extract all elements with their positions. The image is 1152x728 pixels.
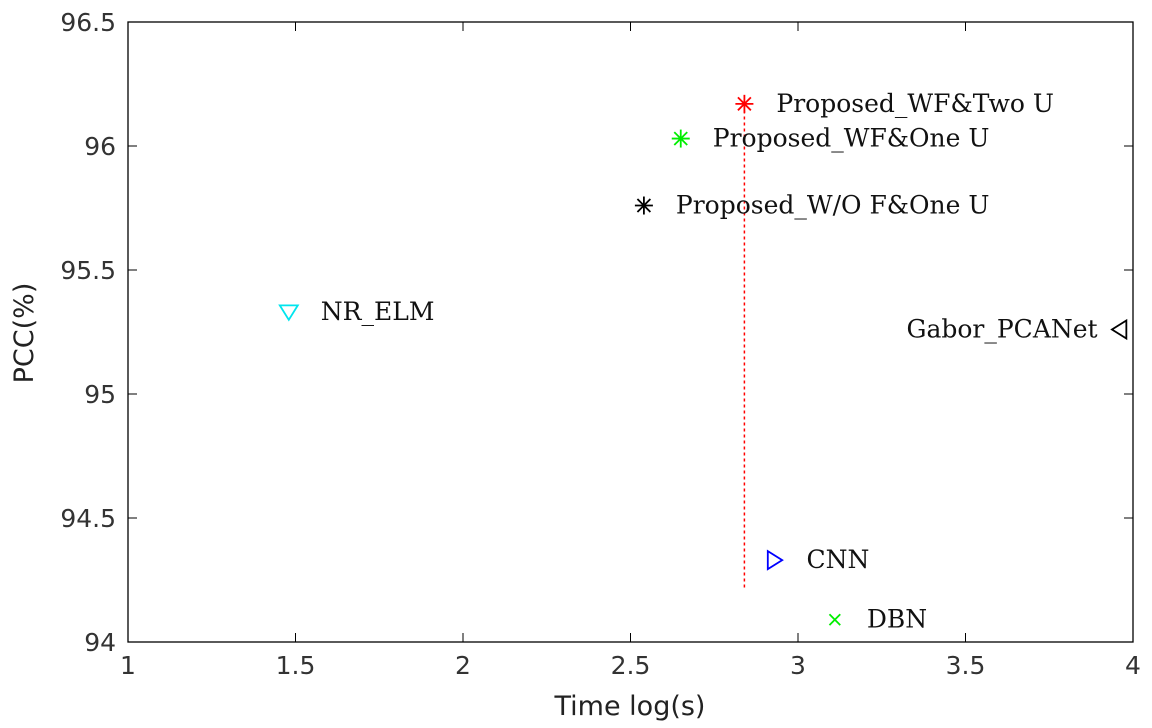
point-proposed-wf-one-u-stroke — [673, 131, 688, 146]
x-tick-label: 3 — [790, 651, 806, 680]
x-tick-label: 1.5 — [276, 651, 316, 680]
point-proposed-wf-one-u — [671, 129, 690, 148]
point-proposed-wf-two-u — [735, 94, 754, 113]
x-tick-label: 2 — [455, 651, 471, 680]
x-tick-label: 1 — [120, 651, 136, 680]
y-axis-title: PCC(%) — [9, 283, 40, 384]
point-label-proposed-w-o-f-one-u: Proposed_W/O F&One U — [676, 191, 990, 220]
point-proposed-w-o-f-one-u-stroke — [636, 198, 652, 213]
point-label-cnn: CNN — [807, 545, 870, 574]
ticks: 1 1.5 2 2.5 3 3.5 4 94 94.5 95 95.5 96 96.5 — [60, 8, 1141, 680]
point-nr-elm-marker — [278, 304, 300, 322]
x-tick-label: 4 — [1125, 651, 1141, 680]
y-tick-label: 94.5 — [60, 504, 116, 533]
point-label-gabor-pcanet: Gabor_PCANet — [906, 315, 1097, 344]
point-label-nr-elm: NR_ELM — [321, 297, 435, 326]
point-label-proposed-wf-one-u: Proposed_WF&One U — [713, 124, 990, 153]
x-tick-label: 2.5 — [611, 651, 651, 680]
y-tick-label: 95 — [84, 380, 116, 409]
y-tick-label: 96 — [84, 132, 116, 161]
y-tick-label: 94 — [84, 628, 116, 657]
point-proposed-w-o-f-one-u — [634, 196, 653, 215]
point-dbn — [828, 613, 841, 626]
point-dbn-stroke — [828, 613, 841, 626]
point-labels: Proposed_WF&Two U Proposed_WF&One U Propos… — [321, 89, 1098, 634]
x-axis-title: Time log(s) — [554, 691, 706, 722]
point-gabor-pcanet — [1110, 318, 1128, 341]
x-tick-label: 3.5 — [946, 651, 986, 680]
y-tick-label: 96.5 — [60, 8, 116, 37]
point-label-dbn: DBN — [867, 605, 927, 634]
data-points — [278, 94, 1128, 626]
point-label-proposed-wf-two-u: Proposed_WF&Two U — [776, 89, 1054, 118]
point-proposed-wf-two-u-stroke — [737, 96, 752, 111]
point-cnn-marker — [766, 549, 784, 571]
y-tick-label: 95.5 — [60, 256, 116, 285]
point-nr-elm — [278, 304, 300, 322]
point-gabor-pcanet-marker — [1110, 318, 1128, 341]
point-cnn — [766, 549, 784, 571]
